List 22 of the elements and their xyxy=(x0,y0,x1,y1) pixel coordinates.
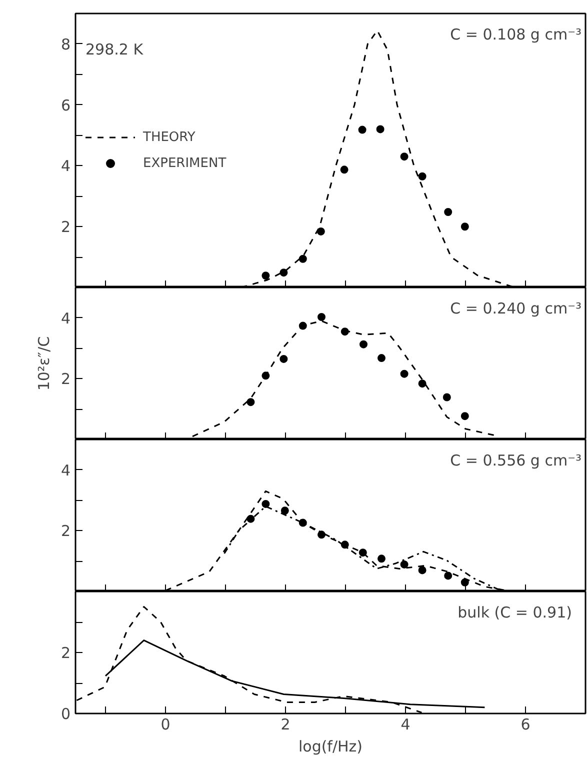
annotation: 298.2 K xyxy=(86,40,144,58)
annotation: C = 0.556 g cm⁻³ xyxy=(450,452,582,470)
y-tick-label: 2 xyxy=(60,218,71,236)
y-tick-label: 2 xyxy=(60,370,71,388)
y-axis-title: 10²ε″/C xyxy=(34,336,53,391)
x-tick-label: 4 xyxy=(400,716,410,734)
annotation: C = 0.240 g cm⁻³ xyxy=(450,300,582,318)
y-tick-label: 6 xyxy=(60,96,71,114)
y-tick-label: 4 xyxy=(60,461,71,480)
y-tick-label: 8 xyxy=(60,35,71,54)
y-tick-label: 2 xyxy=(60,644,71,662)
annotation: C = 0.108 g cm⁻³ xyxy=(450,26,582,44)
annotation: bulk (C = 0.91) xyxy=(458,604,572,622)
y-tick-label: 4 xyxy=(60,309,71,328)
legend-label: THEORY xyxy=(143,130,196,144)
x-axis-title: log(f/Hz) xyxy=(298,738,363,756)
x-tick-label: 6 xyxy=(520,716,530,734)
y-tick-label: 2 xyxy=(60,522,71,540)
legend-label: EXPERIMENT xyxy=(143,156,226,170)
y-tick-label: 4 xyxy=(60,157,71,176)
x-tick-label: 2 xyxy=(280,716,290,734)
x-tick-label: 0 xyxy=(160,716,170,734)
